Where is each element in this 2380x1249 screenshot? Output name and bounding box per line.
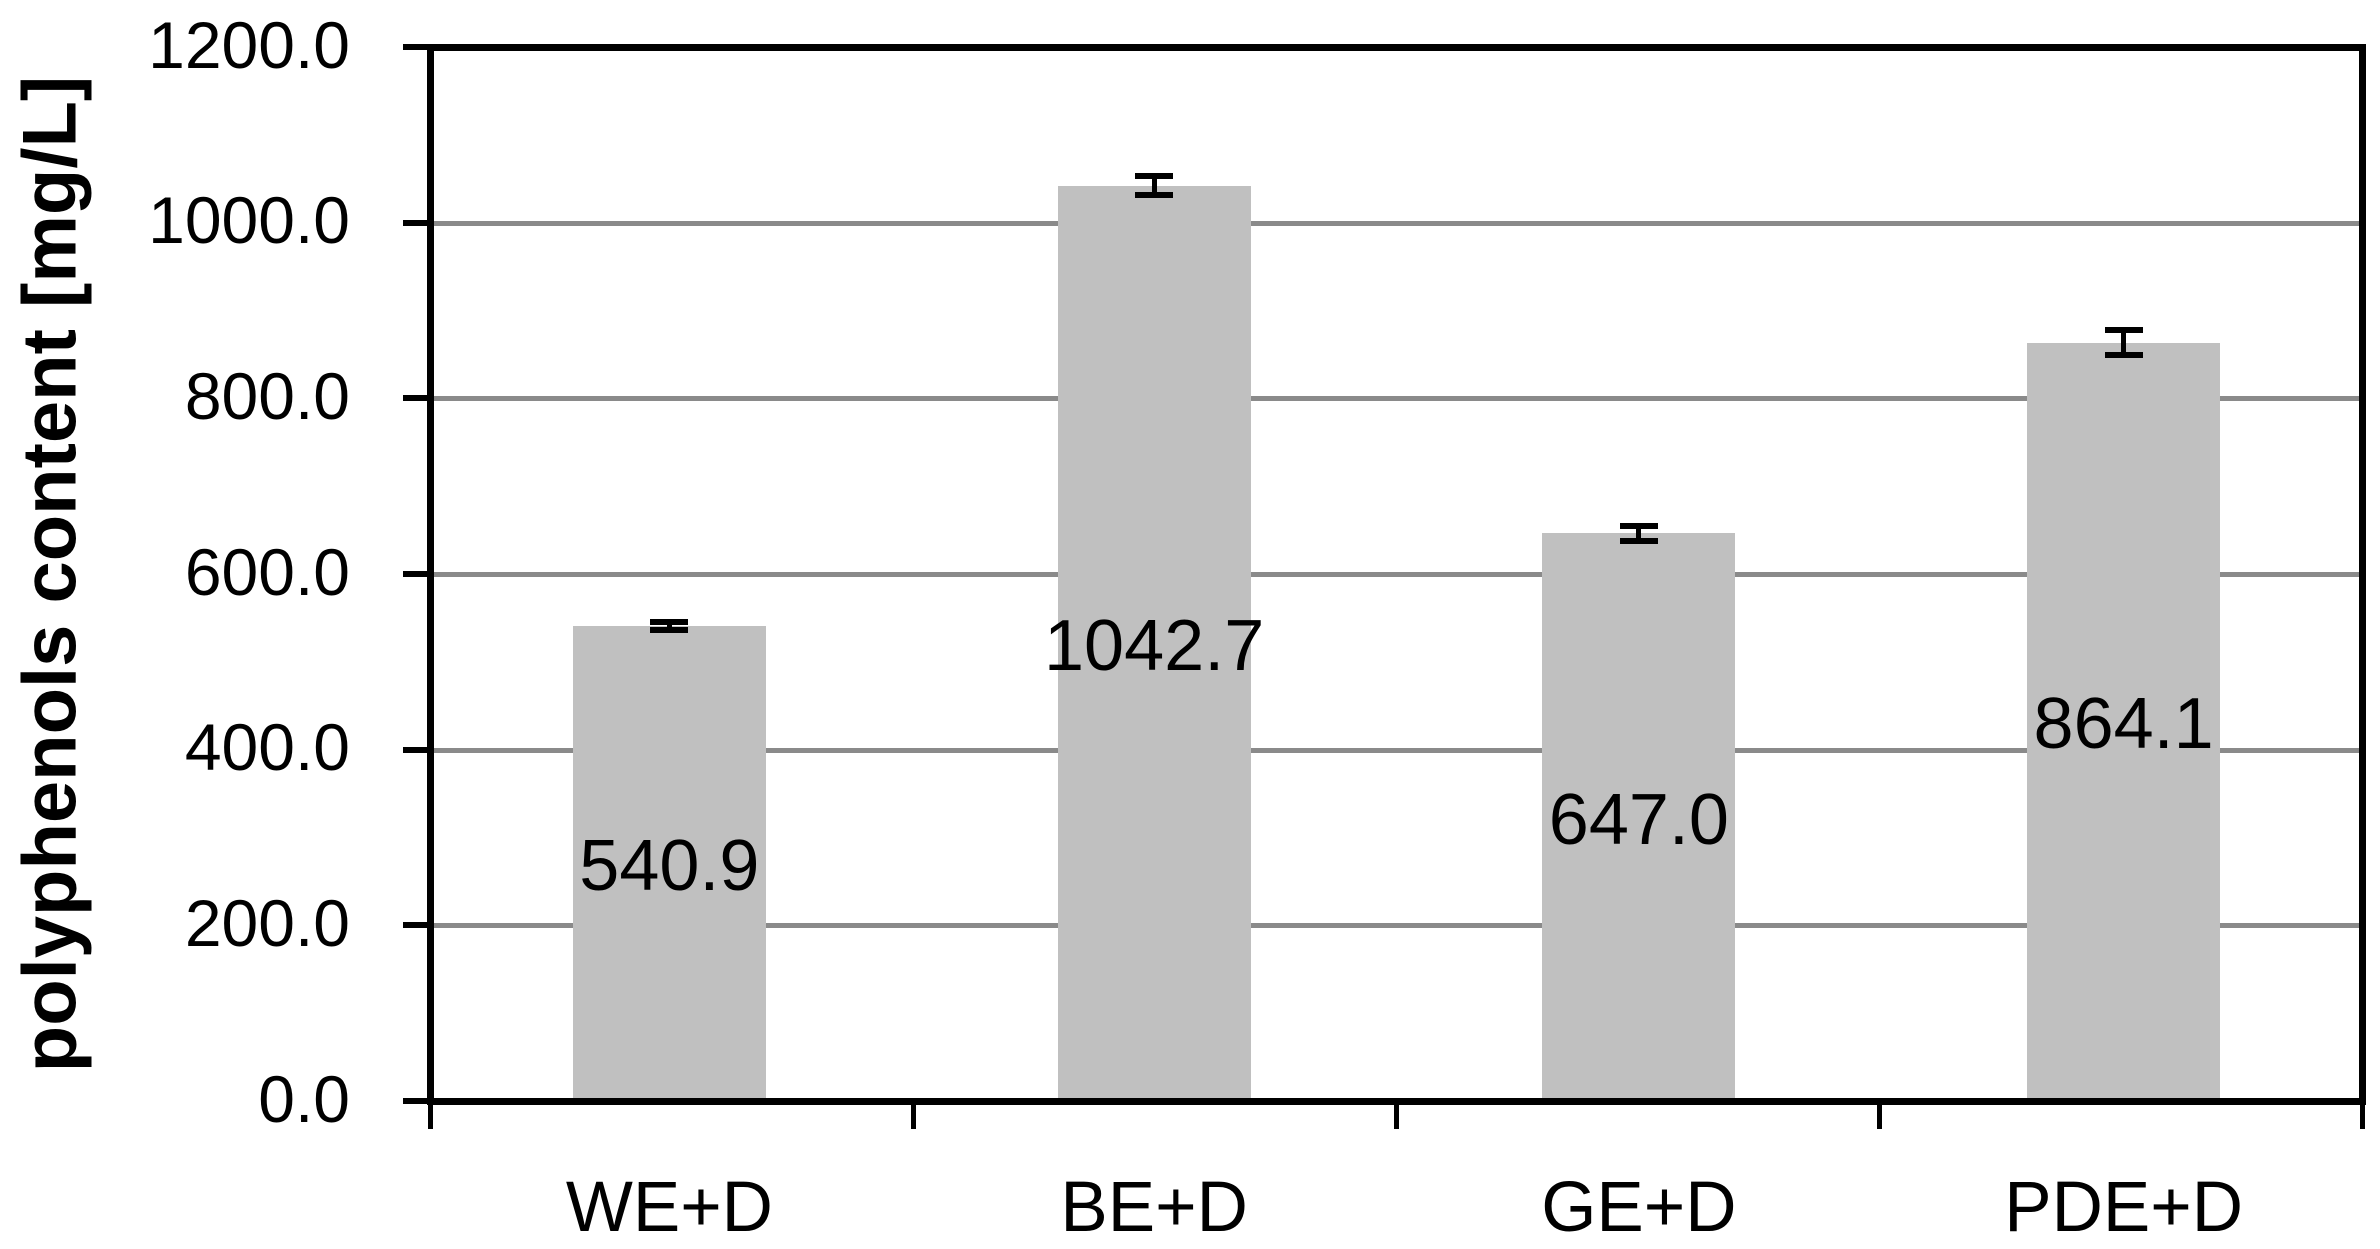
y-axis-tick (403, 922, 434, 929)
error-bar-line (2121, 330, 2127, 355)
y-tick-label: 200.0 (184, 885, 350, 960)
error-bar-line (666, 622, 672, 631)
y-tick-label: 1200.0 (148, 7, 350, 82)
error-bar-bottom-cap (650, 627, 689, 634)
y-axis-tick (403, 44, 434, 50)
x-axis-tick (1394, 1105, 1399, 1129)
y-axis-tick (403, 395, 434, 402)
error-bar-bottom-cap (1619, 537, 1658, 544)
error-bar-top-cap (1135, 173, 1174, 180)
y-axis-tick (403, 571, 434, 577)
y-axis-tick (403, 1098, 434, 1104)
y-axis-title: polyphenols content [mg/L] (7, 75, 93, 1073)
y-axis-tick (403, 746, 434, 753)
bar-value-label: 1042.7 (1044, 605, 1265, 686)
error-bar-line (1151, 176, 1157, 195)
x-axis-tick (911, 1105, 916, 1129)
error-bar-top-cap (1619, 522, 1658, 529)
gridline (434, 396, 2359, 402)
error-bar-bottom-cap (1135, 191, 1174, 198)
x-axis-tick (1877, 1105, 1882, 1129)
y-tick-label: 1000.0 (148, 183, 350, 258)
x-axis-tick (428, 1105, 433, 1129)
error-bar-top-cap (650, 619, 689, 626)
x-axis-tick (2360, 1105, 2365, 1129)
error-bar-bottom-cap (2104, 351, 2143, 358)
plot-right-border (2359, 44, 2366, 1105)
x-category-label: GE+D (1541, 1168, 1737, 1247)
y-axis-tick (403, 219, 434, 226)
x-category-label: WE+D (565, 1168, 773, 1247)
gridline (434, 220, 2359, 226)
y-tick-label: 0.0 (258, 1061, 350, 1136)
error-bar-top-cap (2104, 327, 2143, 334)
y-tick-label: 400.0 (184, 710, 350, 785)
error-bar-line (1636, 525, 1642, 541)
bar-WE+D (572, 626, 766, 1098)
bar-value-label: 540.9 (579, 826, 760, 907)
x-category-label: PDE+D (2004, 1168, 2243, 1247)
bar-PDE+D (2027, 342, 2221, 1098)
gridline (434, 923, 2359, 929)
gridline (434, 747, 2359, 753)
y-tick-label: 600.0 (184, 534, 350, 609)
gridline (434, 572, 2359, 577)
x-axis-line (427, 1098, 2366, 1105)
y-tick-label: 800.0 (184, 358, 350, 433)
x-category-label: BE+D (1060, 1168, 1248, 1247)
bar-value-label: 864.1 (2033, 684, 2214, 765)
bar-BE+D (1057, 185, 1251, 1098)
plot-top-border (427, 44, 2366, 51)
bar-GE+D (1542, 533, 1736, 1098)
bar-value-label: 647.0 (1548, 779, 1729, 860)
